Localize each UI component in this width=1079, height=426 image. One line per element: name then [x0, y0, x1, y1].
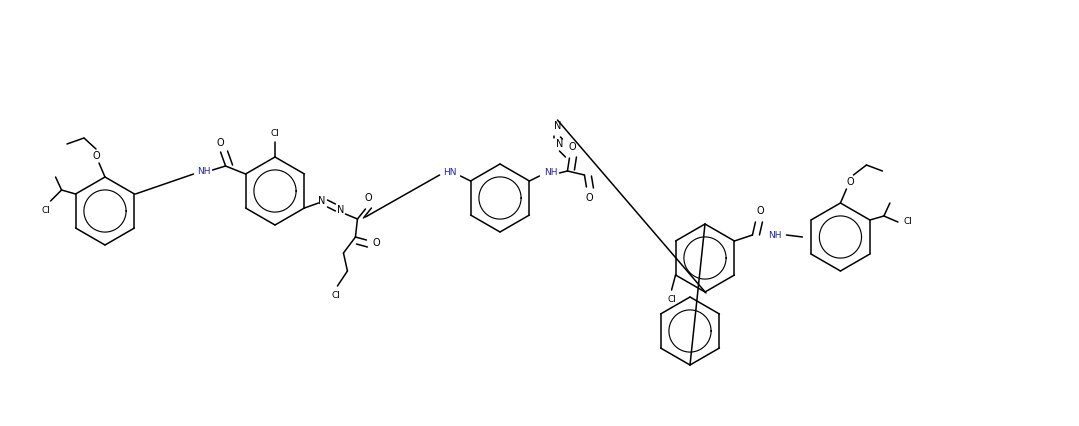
Text: O: O — [92, 151, 100, 161]
Text: O: O — [365, 193, 372, 203]
Text: HN: HN — [442, 167, 456, 176]
Text: O: O — [847, 177, 855, 187]
Text: Cl: Cl — [41, 205, 50, 215]
Text: O: O — [756, 206, 764, 216]
Text: NH: NH — [196, 167, 210, 176]
Text: N: N — [554, 121, 561, 131]
Text: N: N — [556, 139, 563, 149]
Text: O: O — [372, 238, 380, 248]
Text: NH: NH — [544, 167, 557, 176]
Text: NH: NH — [767, 230, 781, 239]
Text: O: O — [217, 138, 224, 148]
Text: Cl: Cl — [667, 294, 675, 303]
Text: O: O — [586, 193, 593, 203]
Text: O: O — [569, 142, 576, 152]
Text: Cl: Cl — [903, 218, 913, 227]
Text: Cl: Cl — [331, 291, 340, 299]
Text: Cl: Cl — [271, 130, 279, 138]
Text: N: N — [337, 205, 344, 215]
Text: N: N — [317, 196, 325, 206]
